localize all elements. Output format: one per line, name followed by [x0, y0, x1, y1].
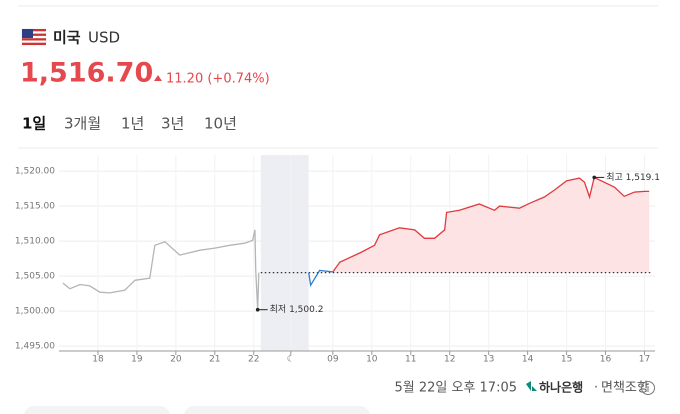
night-band [260, 155, 309, 351]
x-tick-label: 09 [327, 355, 339, 365]
timestamp: 5월 22일 오후 17:05 [394, 381, 517, 396]
price: 1,516.70 [20, 58, 153, 89]
x-tick-label: 21 [209, 355, 220, 365]
currency-name: 미국 [53, 29, 81, 47]
tab[interactable]: 1일 [22, 115, 46, 133]
x-tick-label: ☾ [287, 355, 295, 365]
up-arrow [154, 75, 162, 81]
x-tick-label: 11 [405, 355, 416, 365]
line [62, 229, 260, 310]
x-tick-label: 19 [131, 355, 143, 365]
tab[interactable]: 1년 [121, 115, 144, 133]
bank-logo [526, 381, 537, 391]
currency-code: USD [88, 29, 120, 47]
y-tick-label: 1,500.00 [15, 307, 55, 317]
x-tick-label: 20 [170, 355, 182, 365]
chart: 1,495.00 1,500.00 1,505.00 1,510.00 1,515.00… [15, 155, 660, 365]
annotation: 최저 1,500.2 [270, 304, 324, 315]
line [308, 269, 333, 288]
x-tick-label: 12 [444, 355, 455, 365]
info-icon[interactable] [641, 381, 655, 395]
tabs: 1일 3개월 1년 3년 10년 [22, 115, 237, 133]
tab[interactable]: 3개월 [64, 115, 101, 133]
x-tick-label: 17 [639, 355, 650, 365]
y-tick-label: 1,505.00 [15, 272, 55, 282]
disclaimer[interactable]: 면책조항 [601, 381, 649, 396]
y-tick-label: 1,510.00 [15, 237, 55, 247]
x-tick-label: 22 [248, 355, 259, 365]
x-tick-label: 15 [561, 355, 572, 365]
y-tick-label: 1,495.00 [15, 342, 55, 352]
dot: · [594, 381, 598, 396]
line [332, 176, 650, 273]
change: 11.20 (+0.74%) [166, 72, 270, 87]
y-tick-label: 1,515.00 [15, 202, 55, 212]
x-tick-label: 18 [92, 355, 104, 365]
x-tick-label: 13 [483, 355, 494, 365]
tab[interactable]: 10년 [204, 115, 237, 133]
pill [184, 406, 370, 414]
x-tick-label: 10 [366, 355, 378, 365]
area [332, 177, 650, 273]
x-tick-label: 14 [522, 355, 534, 365]
source: 하나은행 [539, 380, 583, 395]
y-tick-label: 1,520.00 [15, 167, 55, 177]
annotation: 최고 1,519.1 [606, 172, 660, 183]
flag [21, 28, 47, 46]
pill [24, 406, 170, 414]
x-tick-label: 16 [600, 355, 612, 365]
tab[interactable]: 3년 [161, 115, 184, 133]
